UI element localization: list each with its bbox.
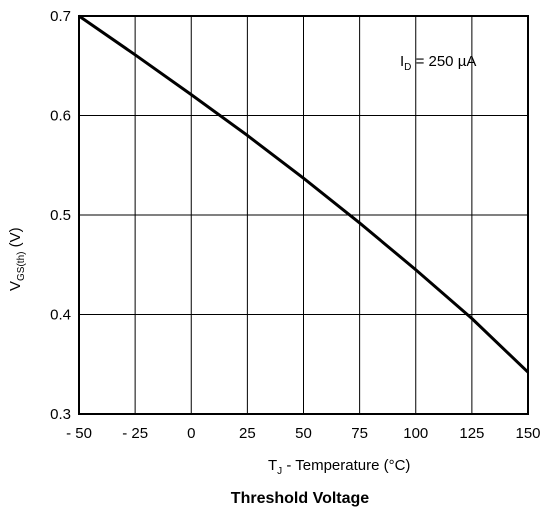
- y-tick-label: 0.3: [50, 406, 71, 423]
- annotation-main: I: [400, 53, 404, 70]
- x-axis-label: TJ - Temperature (°C): [268, 457, 410, 477]
- x-tick-label: - 50: [66, 425, 92, 442]
- x-tick-label: 100: [403, 425, 428, 442]
- annotation-rest: = 250 µA: [411, 53, 476, 70]
- x-axis-label-sub: J: [277, 466, 282, 477]
- y-tick-label: 0.7: [50, 8, 71, 25]
- annotation-sub: D: [404, 62, 411, 73]
- y-tick-label: 0.4: [50, 307, 71, 324]
- chart-title: Threshold Voltage: [231, 490, 369, 507]
- x-tick-label: 50: [295, 425, 312, 442]
- y-axis-label: VGS(th) (V): [7, 227, 27, 291]
- x-tick-label: 75: [351, 425, 368, 442]
- y-axis-label-rest: (V): [7, 227, 24, 251]
- grid-lines: [79, 16, 528, 414]
- x-axis-label-rest: - Temperature (°C): [282, 457, 410, 474]
- plot-frame: [78, 15, 529, 415]
- y-axis-label-sub: GS(th): [16, 252, 27, 281]
- x-tick-labels: - 50 - 25 0 25 50 75 100 125 150: [66, 425, 540, 442]
- series-line: [78, 14, 530, 374]
- x-tick-label: 0: [187, 425, 195, 442]
- y-tick-label: 0.5: [50, 207, 71, 224]
- x-tick-label: 150: [515, 425, 540, 442]
- x-tick-label: 25: [239, 425, 256, 442]
- y-axis-label-main: V: [7, 281, 24, 291]
- x-axis-label-main: T: [268, 457, 277, 474]
- y-tick-labels: 0.3 0.4 0.5 0.6 0.7: [50, 8, 71, 423]
- annotation-label: ID = 250 µA: [400, 53, 476, 73]
- x-tick-label: 125: [459, 425, 484, 442]
- series-group: [78, 14, 530, 374]
- x-tick-label: - 25: [122, 425, 148, 442]
- y-tick-label: 0.6: [50, 108, 71, 125]
